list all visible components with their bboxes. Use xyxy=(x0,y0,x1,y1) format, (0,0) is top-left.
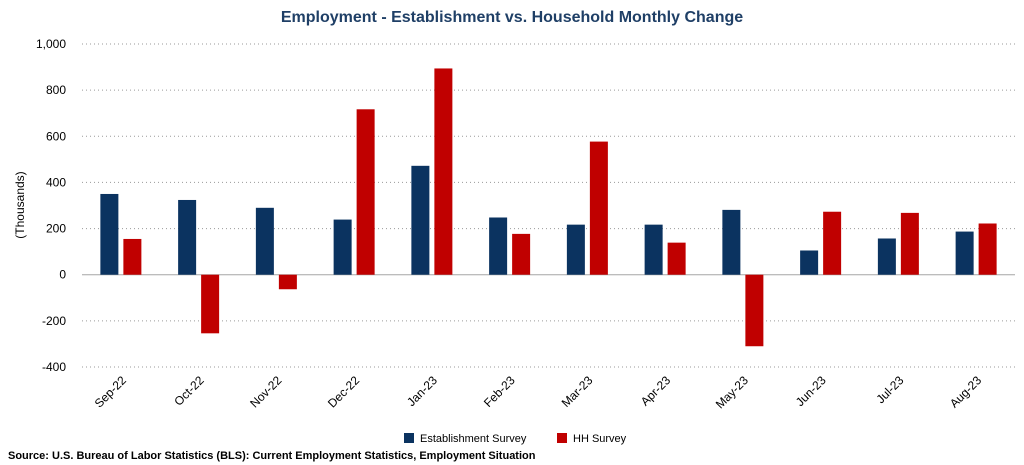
bar-establishment xyxy=(411,165,430,275)
y-tick-label: 600 xyxy=(46,129,66,143)
bar-hh xyxy=(434,68,453,275)
bar-establishment xyxy=(178,199,197,275)
bar-hh xyxy=(823,211,842,275)
legend: Establishment Survey HH Survey xyxy=(404,433,627,445)
bars xyxy=(100,68,997,347)
bar-establishment xyxy=(722,209,741,275)
y-tick-label: 400 xyxy=(46,175,66,189)
x-tick-label: Dec-22 xyxy=(325,373,362,410)
legend-swatch-hh xyxy=(557,433,567,443)
x-tick-label: Nov-22 xyxy=(247,373,284,410)
y-axis-ticks: -400 -200 0 200 400 600 800 1,000 xyxy=(36,37,66,374)
x-tick-label: Aug-23 xyxy=(947,373,984,410)
x-tick-label: Sep-22 xyxy=(92,373,129,410)
bar-hh xyxy=(356,109,375,275)
bar-establishment xyxy=(955,231,974,275)
legend-label-hh: HH Survey xyxy=(573,433,627,445)
bar-hh xyxy=(589,141,608,275)
bar-establishment xyxy=(100,193,119,275)
x-tick-label: Jun-23 xyxy=(793,373,829,409)
y-tick-label: 1,000 xyxy=(36,37,66,51)
bar-establishment xyxy=(800,250,819,275)
x-tick-label: Oct-22 xyxy=(171,373,207,409)
y-axis-label: (Thousands) xyxy=(13,171,27,238)
bar-hh xyxy=(900,212,919,275)
x-tick-label: Apr-23 xyxy=(638,373,674,409)
bar-hh xyxy=(667,242,686,275)
x-tick-label: Mar-23 xyxy=(559,373,596,410)
legend-swatch-establishment xyxy=(404,433,414,443)
bar-hh xyxy=(978,223,997,275)
y-tick-label: 200 xyxy=(46,222,66,236)
chart-title: Employment - Establishment vs. Household… xyxy=(281,9,743,26)
bar-hh xyxy=(278,274,297,290)
x-tick-label: May-23 xyxy=(713,373,751,411)
y-tick-label: 0 xyxy=(59,268,66,282)
x-tick-label: Jan-23 xyxy=(404,373,440,409)
y-tick-label: -400 xyxy=(42,360,66,374)
y-tick-label: -200 xyxy=(42,314,66,328)
bar-establishment xyxy=(489,217,508,275)
bar-establishment xyxy=(877,238,896,275)
y-tick-label: 800 xyxy=(46,83,66,97)
bar-establishment xyxy=(333,219,352,275)
x-tick-label: Jul-23 xyxy=(873,373,906,406)
bar-hh xyxy=(123,238,142,275)
bar-establishment xyxy=(255,207,274,275)
bar-establishment xyxy=(566,224,585,275)
gridlines xyxy=(82,43,1015,368)
bar-hh xyxy=(201,274,220,334)
source-note: Source: U.S. Bureau of Labor Statistics … xyxy=(8,450,536,462)
bar-hh xyxy=(512,233,531,275)
x-tick-label: Feb-23 xyxy=(481,373,518,410)
bar-establishment xyxy=(644,224,663,275)
legend-label-establishment: Establishment Survey xyxy=(420,433,527,445)
bar-hh xyxy=(745,274,764,347)
x-axis-ticks: Sep-22 Oct-22 Nov-22 Dec-22 Jan-23 Feb-23 Mar-… xyxy=(92,373,985,411)
